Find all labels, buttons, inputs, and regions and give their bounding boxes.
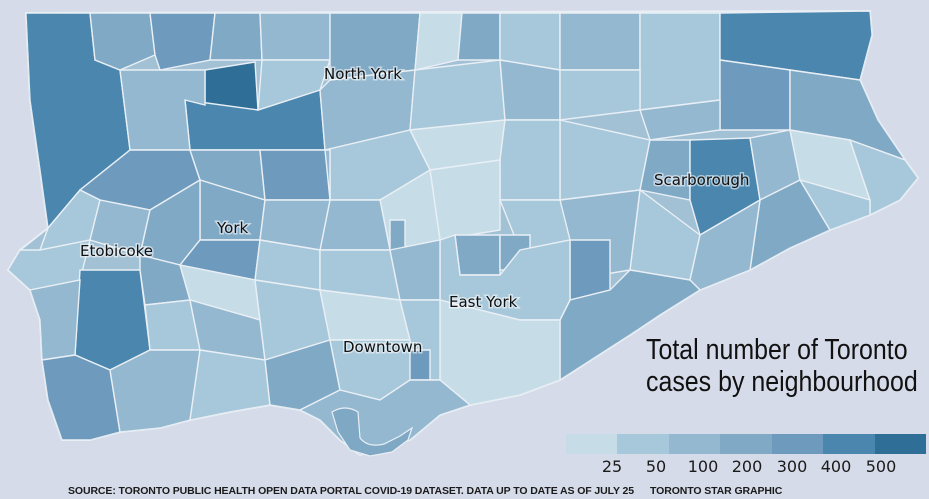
neighbourhood (259, 12, 331, 61)
color-legend: 25 50 100 200 300 400 500 (566, 434, 926, 480)
neighbourhood (389, 239, 441, 301)
neighbourhood (41, 354, 121, 441)
map-title: Total number of Toronto cases by neighbo… (646, 334, 918, 398)
map-title-line-2: cases by neighbourhood (646, 366, 918, 398)
neighbourhood (639, 12, 721, 111)
neighbourhood (454, 234, 501, 276)
legend-swatch (566, 434, 618, 454)
neighbourhood (429, 159, 501, 241)
legend-tick: 50 (645, 457, 667, 476)
neighbourhood (189, 349, 271, 421)
map-title-line-1: Total number of Toronto (646, 334, 908, 366)
region-label-scarborough: Scarborough (654, 171, 749, 189)
region-label-york: York (216, 219, 249, 237)
legend-swatch (823, 434, 875, 454)
legend-tick: 25 (601, 457, 623, 476)
legend-tick: 100 (687, 457, 719, 476)
neighbourhood (689, 198, 761, 291)
source-footer: SOURCE: TORONTO PUBLIC HEALTH OPEN DATA … (68, 485, 929, 497)
neighbourhood (29, 279, 81, 361)
legend-swatch (668, 434, 721, 454)
region-label-etobicoke: Etobicoke (80, 242, 153, 260)
legend-swatch (874, 434, 926, 454)
region-label-north-york: North York (324, 65, 402, 83)
neighbourhood (457, 12, 501, 61)
neighbourhood (639, 139, 691, 201)
neighbourhood (89, 12, 156, 71)
region-label-east-york: East York (449, 293, 518, 311)
legend-color-bar (566, 434, 926, 454)
legend-swatch (771, 434, 824, 454)
legend-tick: 500 (865, 457, 897, 476)
neighbourhood (204, 61, 259, 111)
legend-swatch (617, 434, 669, 454)
region-label-downtown: Downtown (343, 338, 422, 356)
neighbourhood (409, 59, 506, 131)
legend-tick: 300 (776, 457, 808, 476)
source-text: SOURCE: TORONTO PUBLIC HEALTH OPEN DATA … (68, 485, 635, 497)
neighbourhood (259, 149, 331, 201)
neighbourhood (149, 12, 216, 71)
graphic-credit: TORONTO STAR GRAPHIC (650, 485, 783, 497)
neighbourhood (719, 59, 791, 131)
legend-tick: 400 (820, 457, 852, 476)
legend-swatch (720, 434, 772, 454)
legend-tick-labels: 25 50 100 200 300 400 500 (566, 457, 926, 479)
toronto-islands (331, 407, 414, 457)
legend-tick: 200 (731, 457, 763, 476)
neighbourhood (798, 178, 871, 231)
neighbourhood (209, 12, 263, 61)
neighbourhood (639, 99, 721, 141)
neighbourhood (559, 12, 641, 71)
neighbourhood (499, 119, 561, 201)
neighbourhood (499, 59, 561, 121)
